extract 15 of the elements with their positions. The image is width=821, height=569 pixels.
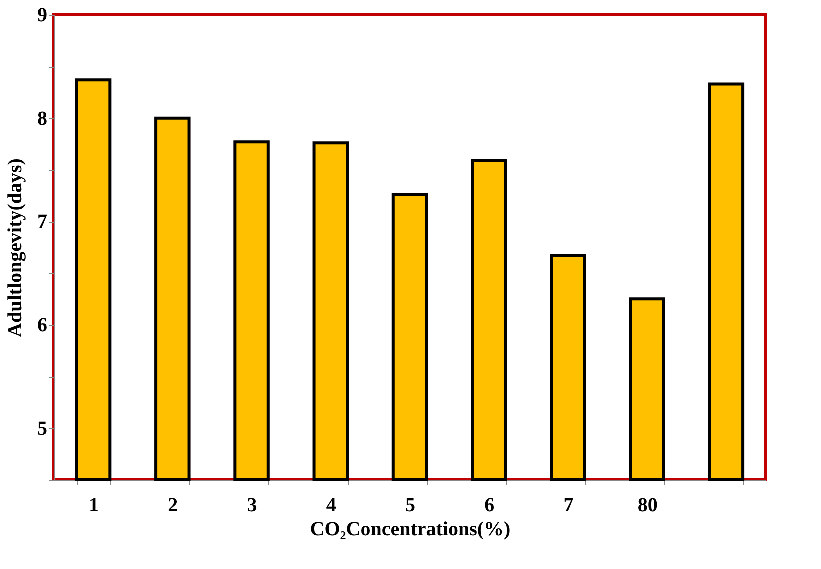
x-tick-label: 5: [406, 494, 416, 516]
x-axis-title: CO₂Concentrations(%): [310, 518, 511, 540]
x-tick-label: 2: [168, 494, 178, 516]
x-tick-label: 6: [484, 494, 495, 516]
y-tick-label: 6: [38, 314, 48, 336]
x-tick-label: 1: [89, 494, 100, 516]
x-tick-label: 4: [326, 494, 336, 516]
y-tick-label: 5: [38, 418, 48, 440]
y-tick-label: 7: [38, 211, 48, 234]
x-tick-label: 3: [247, 494, 258, 516]
x-tick-label: 7: [564, 494, 574, 516]
y-tick-label: 8: [38, 108, 48, 130]
y-tick-label: 9: [38, 4, 48, 26]
y-axis-title: Adultlongevity(days): [4, 158, 26, 338]
x-tick-label: 80: [638, 494, 658, 516]
